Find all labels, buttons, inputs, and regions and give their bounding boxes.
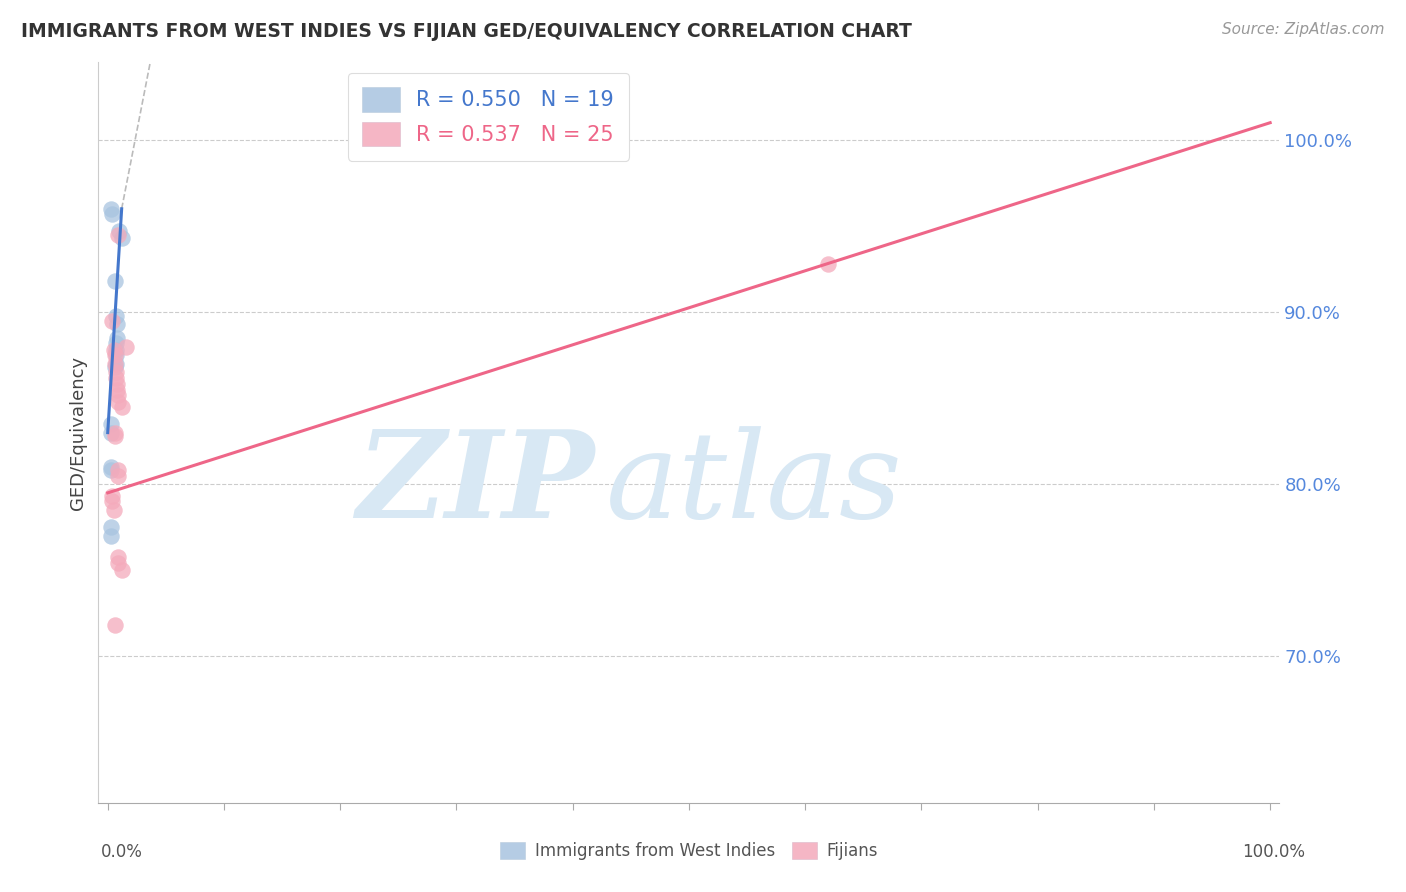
- Point: [103, 503, 125, 517]
- Legend: Immigrants from West Indies, Fijians: Immigrants from West Indies, Fijians: [492, 834, 886, 869]
- Point: [111, 400, 134, 414]
- Point: [104, 309, 127, 323]
- Point: [104, 365, 127, 379]
- Text: Source: ZipAtlas.com: Source: ZipAtlas.com: [1222, 22, 1385, 37]
- Text: 0.0%: 0.0%: [101, 843, 143, 861]
- Point: [104, 618, 127, 632]
- Point: [107, 227, 129, 242]
- Text: IMMIGRANTS FROM WEST INDIES VS FIJIAN GED/EQUIVALENCY CORRELATION CHART: IMMIGRANTS FROM WEST INDIES VS FIJIAN GE…: [21, 22, 912, 41]
- Point: [100, 202, 122, 216]
- Point: [105, 383, 128, 397]
- Point: [100, 460, 122, 475]
- Point: [100, 520, 122, 534]
- Point: [104, 343, 127, 357]
- Point: [104, 425, 127, 440]
- Point: [108, 224, 131, 238]
- Point: [105, 377, 128, 392]
- Point: [115, 339, 138, 353]
- Point: [104, 348, 127, 362]
- Text: atlas: atlas: [606, 425, 903, 543]
- Text: 100.0%: 100.0%: [1241, 843, 1305, 861]
- Point: [111, 563, 134, 577]
- Point: [101, 207, 124, 221]
- Point: [100, 425, 122, 440]
- Point: [104, 336, 127, 351]
- Point: [101, 489, 124, 503]
- Y-axis label: GED/Equivalency: GED/Equivalency: [69, 356, 87, 509]
- Point: [104, 360, 127, 375]
- Point: [111, 231, 134, 245]
- Point: [107, 557, 129, 571]
- Point: [107, 468, 129, 483]
- Point: [101, 314, 124, 328]
- Point: [105, 317, 128, 331]
- Point: [107, 394, 129, 409]
- Point: [104, 348, 127, 362]
- Point: [817, 257, 839, 271]
- Text: ZIP: ZIP: [356, 425, 595, 544]
- Point: [107, 388, 129, 402]
- Point: [103, 343, 125, 357]
- Point: [107, 463, 129, 477]
- Point: [104, 357, 127, 371]
- Point: [104, 357, 127, 371]
- Point: [107, 549, 129, 564]
- Point: [100, 463, 122, 477]
- Point: [101, 494, 124, 508]
- Point: [104, 274, 127, 288]
- Point: [100, 417, 122, 431]
- Point: [105, 331, 128, 345]
- Point: [104, 429, 127, 443]
- Point: [104, 370, 127, 384]
- Point: [100, 529, 122, 543]
